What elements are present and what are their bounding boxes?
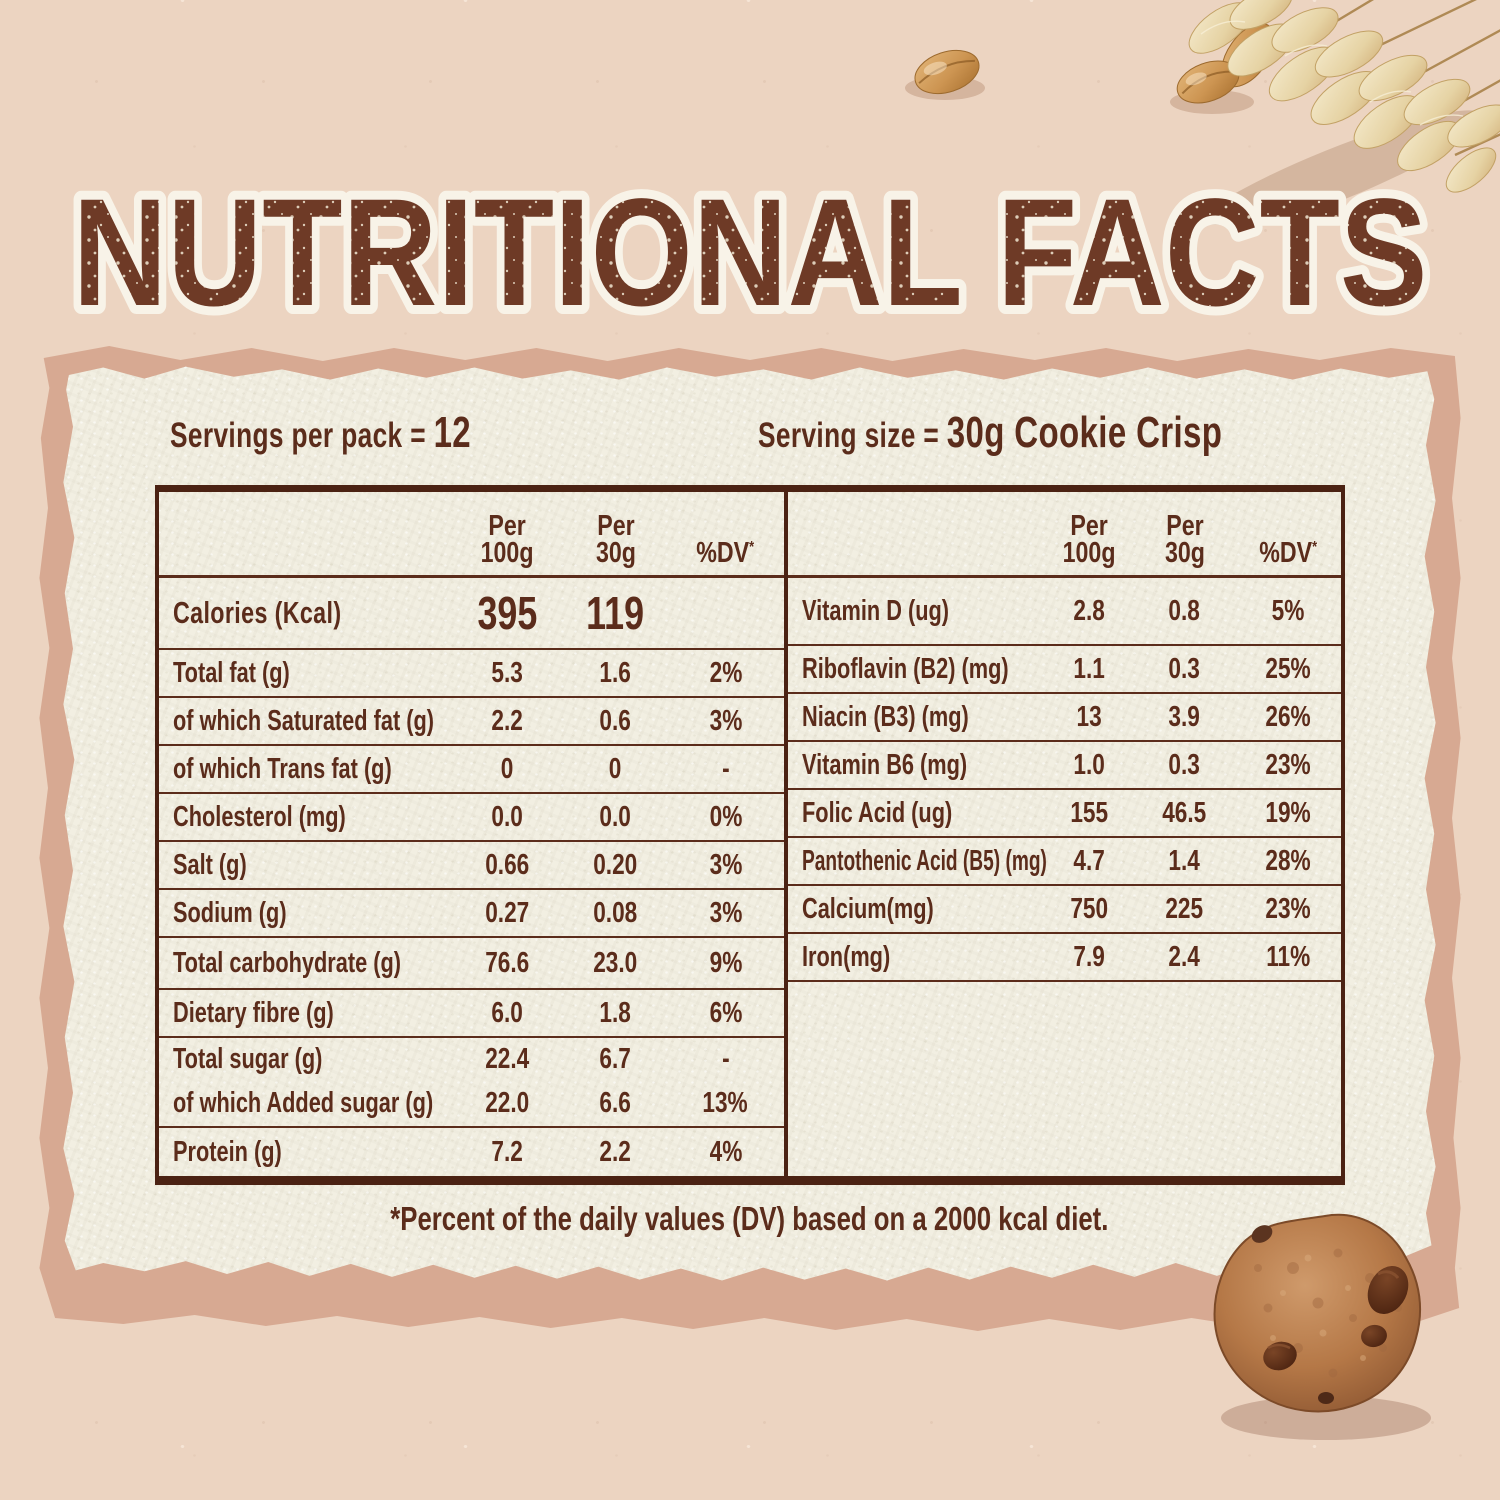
col-per-30g: Per 30g xyxy=(1164,509,1205,570)
wheat-ear-icon xyxy=(1186,0,1500,225)
table-empty-area xyxy=(788,980,1341,1176)
nutrition-table-right: Per 100g Per 30g %DV* Vitamin D (ug) 2.8 0… xyxy=(784,492,1341,1176)
table-row-cholesterol: Cholesterol (mg) 0.0 0.0 0% xyxy=(159,792,784,840)
table-row-sodium: Sodium (g) 0.27 0.08 3% xyxy=(159,888,784,936)
column-header-row: Per 100g Per 30g %DV* xyxy=(788,492,1341,578)
table-row-saturated-fat: of which Saturated fat (g) 2.2 0.6 3% xyxy=(159,696,784,744)
table-row-total-fat: Total fat (g) 5.3 1.6 2% xyxy=(159,648,784,696)
table-row-calcium: Calcium(mg) 750 225 23% xyxy=(788,884,1341,932)
table-row-dietary-fibre: Dietary fibre (g) 6.0 1.8 6% xyxy=(159,988,784,1036)
nutrition-table: Per 100g Per 30g %DV* Calories (Kcal) 395 … xyxy=(155,485,1345,1185)
table-row-iron: Iron(mg) 7.9 2.4 11% xyxy=(788,932,1341,980)
table-row-vitamin-b6: Vitamin B6 (mg) 1.0 0.3 23% xyxy=(788,740,1341,788)
serving-info-line: Servings per pack = 12 Serving size = 30… xyxy=(170,408,1377,458)
servings-value: 12 xyxy=(433,408,472,457)
nutrition-table-left: Per 100g Per 30g %DV* Calories (Kcal) 395 … xyxy=(159,492,784,1176)
page-title: NUTRITIONAL FACTS NUTRITIONAL FACTS xyxy=(64,165,1437,335)
dv-footnote: *Percent of the daily values (DV) based … xyxy=(390,1200,1109,1237)
col-dv: %DV* xyxy=(1259,537,1317,570)
table-row-protein: Protein (g) 7.2 2.2 4% xyxy=(159,1126,784,1176)
table-row-salt: Salt (g) 0.66 0.20 3% xyxy=(159,840,784,888)
table-row-pantothenic-acid: Pantothenic Acid (B5) (mg) 4.7 1.4 28% xyxy=(788,836,1341,884)
serving-size-label: Serving size = xyxy=(757,416,939,455)
wheat-grain-icon xyxy=(905,49,985,100)
col-per-100g: Per 100g xyxy=(481,509,534,570)
table-row-niacin: Niacin (B3) (mg) 13 3.9 26% xyxy=(788,692,1341,740)
col-dv: %DV* xyxy=(696,537,755,570)
label-paper: Servings per pack = 12 Serving size = 30… xyxy=(63,366,1436,1281)
table-row-carbohydrate: Total carbohydrate (g) 76.6 23.0 9% xyxy=(159,936,784,988)
table-row-riboflavin: Riboflavin (B2) (mg) 1.1 0.3 25% xyxy=(788,644,1341,692)
col-per-100g: Per 100g xyxy=(1062,509,1116,570)
column-header-row: Per 100g Per 30g %DV* xyxy=(159,492,784,578)
col-per-30g: Per 30g xyxy=(595,509,636,570)
svg-text:NUTRITIONAL FACTS: NUTRITIONAL FACTS xyxy=(73,167,1428,335)
servings-per-pack: Servings per pack = 12 xyxy=(170,408,571,458)
svg-text:NUTRITIONAL FACTS: NUTRITIONAL FACTS xyxy=(73,167,1428,335)
serving-size-value: 30g Cookie Crisp xyxy=(946,408,1223,457)
servings-label: Servings per pack = xyxy=(170,416,426,455)
table-row-added-sugar: of which Added sugar (g) 22.0 6.6 13% xyxy=(173,1087,749,1119)
table-row-vitamin-d: Vitamin D (ug) 2.8 0.8 5% xyxy=(802,594,1305,627)
table-row-folic-acid: Folic Acid (ug) 155 46.5 19% xyxy=(788,788,1341,836)
table-row-calories: Calories (Kcal) 395 119 xyxy=(173,587,645,639)
serving-size: Serving size = 30g Cookie Crisp xyxy=(758,408,1377,458)
chocolate-chip-cookie-icon xyxy=(1213,1213,1431,1440)
table-row-total-sugar: Total sugar (g) 22.4 6.7 - xyxy=(159,1036,784,1081)
table-row-trans-fat: of which Trans fat (g) 0 0 - xyxy=(159,744,784,792)
